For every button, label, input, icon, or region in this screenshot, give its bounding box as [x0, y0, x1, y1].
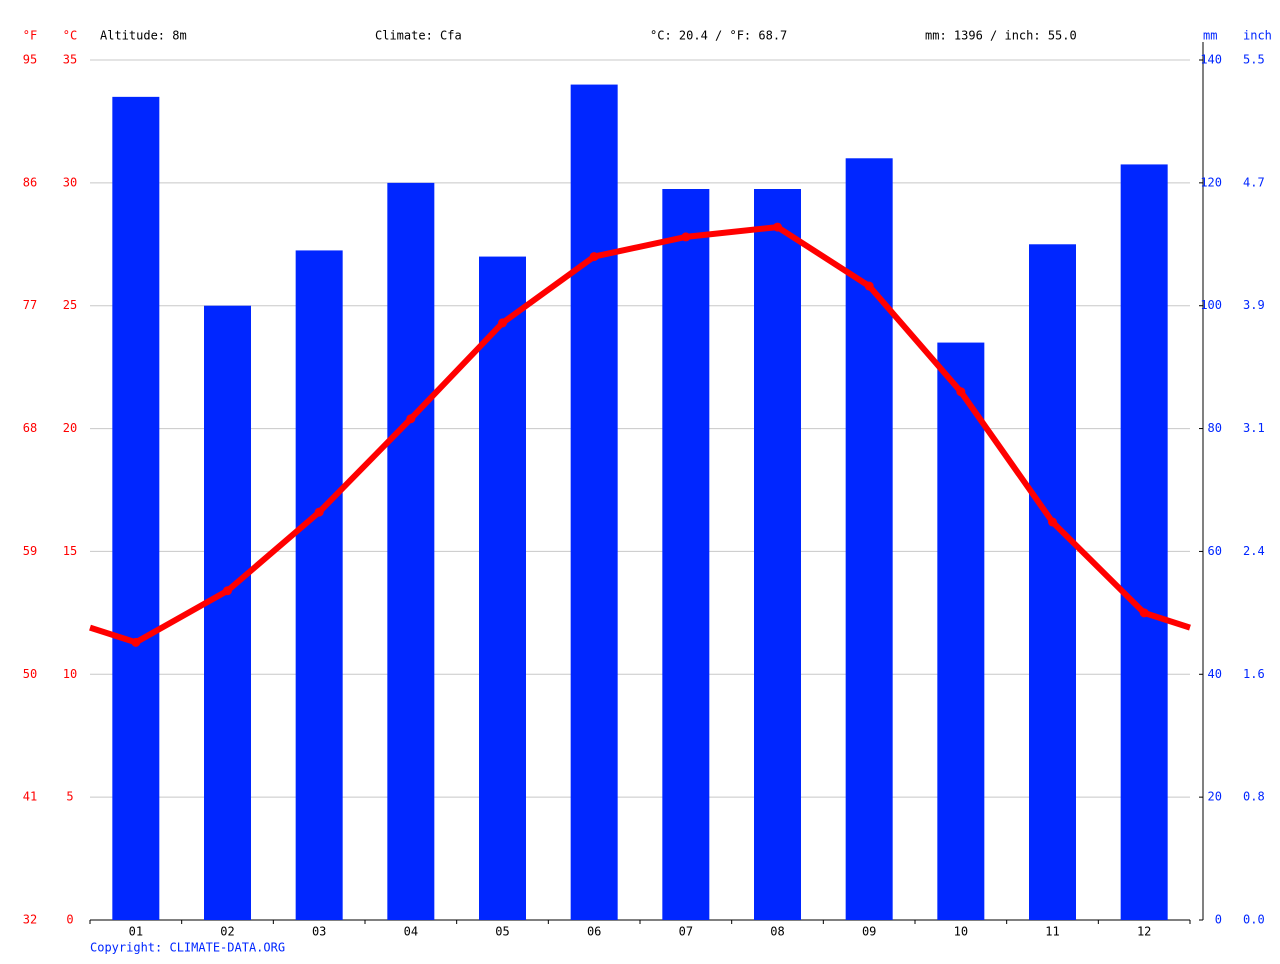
axis-unit: °F: [23, 29, 37, 43]
y2-tick-label: 20: [1208, 790, 1222, 804]
y-tick-label: 41: [23, 790, 37, 804]
annotation: °C: 20.4 / °F: 68.7: [650, 29, 787, 43]
x-tick-label: 05: [495, 925, 509, 939]
x-tick-label: 03: [312, 925, 326, 939]
x-tick-label: 09: [862, 925, 876, 939]
point: [1048, 517, 1057, 527]
source: Copyright: CLIMATE-DATA.ORG: [90, 941, 285, 955]
lines: [89, 222, 1191, 647]
bar: [662, 189, 710, 920]
y4-tick-label: 3.1: [1243, 421, 1265, 435]
y2-tick-label: 80: [1208, 421, 1222, 435]
bar: [754, 189, 801, 920]
bar: [937, 342, 985, 921]
point: [223, 586, 232, 596]
bar: [570, 84, 618, 921]
y2-tick-label: 100: [1200, 298, 1222, 312]
y4-tick-label: 0.0: [1243, 913, 1265, 927]
point: [131, 637, 141, 647]
point: [864, 281, 874, 291]
y-tick-label: 77: [23, 298, 37, 312]
bar: [387, 182, 435, 920]
point: [314, 507, 324, 517]
x-tick-label: 01: [129, 925, 143, 939]
x-tick-label: 11: [1045, 925, 1059, 939]
bar: [112, 96, 160, 921]
y-tick-label: 15: [63, 544, 77, 558]
y4-tick-label: 2.4: [1243, 544, 1265, 558]
annotation: mm: 1396 / inch: 55.0: [925, 29, 1077, 43]
y4-tick-label: 3.9: [1243, 298, 1265, 312]
point: [406, 414, 416, 424]
point: [589, 252, 599, 262]
labels: °F °C Altitude: 8m Climate: Cfa °C: 20.4…: [23, 29, 1272, 955]
y-tick-label: 86: [23, 175, 37, 189]
x-tick-label: 07: [679, 925, 693, 939]
x-tick-label: 02: [220, 925, 234, 939]
y-tick-label: 20: [63, 421, 77, 435]
bars: [112, 84, 1168, 921]
y4-tick-label: 1.6: [1243, 667, 1265, 681]
y-tick-label: 35: [63, 53, 77, 67]
bar: [204, 305, 251, 920]
axis-unit: °C: [63, 29, 77, 43]
y2-tick-label: 120: [1200, 175, 1222, 189]
y-tick-label: 25: [63, 298, 77, 312]
line-wrap: [89, 610, 1191, 646]
y2-tick-label: 0: [1215, 913, 1222, 927]
y-tick-label: 59: [23, 544, 37, 558]
y-tick-label: 5: [66, 790, 73, 804]
y-tick-label: 68: [23, 421, 37, 435]
bar: [1029, 244, 1076, 921]
x-tick-label: 06: [587, 925, 601, 939]
y-tick-label: 32: [23, 913, 37, 927]
point: [956, 387, 966, 397]
y-tick-label: 50: [23, 667, 37, 681]
point: [498, 318, 507, 328]
x-tick-label: 08: [770, 925, 784, 939]
axis-unit: inch: [1243, 29, 1272, 43]
point: [681, 232, 691, 242]
y4-tick-label: 5.5: [1243, 53, 1265, 67]
annotation: Altitude: 8m: [100, 29, 187, 43]
y4-tick-label: 4.7: [1243, 175, 1265, 189]
y2-tick-label: 140: [1200, 53, 1222, 67]
point: [773, 222, 782, 232]
x-tick-label: 12: [1137, 925, 1151, 939]
y2-tick-label: 40: [1208, 667, 1222, 681]
bar: [479, 256, 526, 921]
bar: [1120, 164, 1168, 920]
axis-unit: mm: [1203, 29, 1217, 43]
y-tick-label: 0: [66, 913, 73, 927]
bar: [295, 250, 343, 920]
y-tick-label: 95: [23, 53, 37, 67]
point: [1139, 608, 1149, 618]
line: [134, 224, 1147, 645]
y4-tick-label: 0.8: [1243, 790, 1265, 804]
x-tick-label: 10: [954, 925, 968, 939]
y-tick-label: 10: [63, 667, 77, 681]
y-tick-label: 30: [63, 175, 77, 189]
x-tick-label: 04: [404, 925, 418, 939]
annotation: Climate: Cfa: [375, 29, 462, 43]
y2-tick-label: 60: [1208, 544, 1222, 558]
